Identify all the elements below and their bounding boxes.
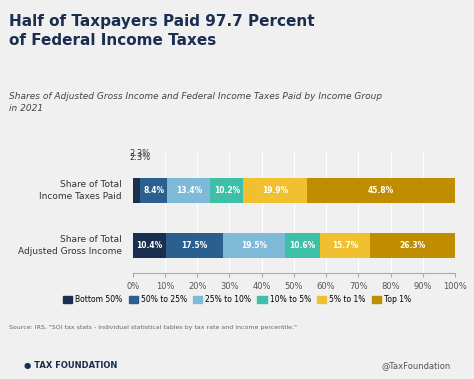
Text: ● TAX FOUNDATION: ● TAX FOUNDATION: [24, 361, 117, 370]
Bar: [133, 233, 166, 258]
Bar: [166, 233, 223, 258]
Text: 45.8%: 45.8%: [368, 186, 394, 195]
Text: 10.2%: 10.2%: [214, 186, 240, 195]
Bar: [167, 178, 210, 203]
Text: 2.3%: 2.3%: [129, 153, 151, 162]
Text: 10.6%: 10.6%: [290, 241, 316, 250]
Text: @TaxFoundation: @TaxFoundation: [381, 361, 450, 370]
Bar: [133, 178, 140, 203]
Text: Share of Total
Adjusted Gross Income: Share of Total Adjusted Gross Income: [18, 235, 121, 256]
Bar: [370, 233, 455, 258]
Bar: [243, 178, 308, 203]
Text: 13.4%: 13.4%: [176, 186, 202, 195]
Bar: [210, 178, 243, 203]
Text: Source: IRS, "SOI tax stats - individual statistical tables by tax rate and inco: Source: IRS, "SOI tax stats - individual…: [9, 325, 298, 330]
Legend: Bottom 50%, 50% to 25%, 25% to 10%, 10% to 5%, 5% to 1%, Top 1%: Bottom 50%, 50% to 25%, 25% to 10%, 10% …: [60, 292, 414, 307]
Bar: [308, 178, 455, 203]
Text: 17.5%: 17.5%: [182, 241, 208, 250]
Bar: [140, 178, 167, 203]
Text: Shares of Adjusted Gross Income and Federal Income Taxes Paid by Income Group
in: Shares of Adjusted Gross Income and Fede…: [9, 92, 383, 113]
Bar: [285, 233, 319, 258]
Bar: [223, 233, 285, 258]
Text: 19.5%: 19.5%: [241, 241, 267, 250]
Text: 19.9%: 19.9%: [262, 186, 289, 195]
Text: 8.4%: 8.4%: [143, 186, 164, 195]
Text: 26.3%: 26.3%: [400, 241, 426, 250]
Text: Half of Taxpayers Paid 97.7 Percent
of Federal Income Taxes: Half of Taxpayers Paid 97.7 Percent of F…: [9, 14, 315, 48]
Bar: [319, 233, 370, 258]
Text: 15.7%: 15.7%: [332, 241, 358, 250]
Text: 2.3%: 2.3%: [129, 149, 151, 158]
Text: Share of Total
Income Taxes Paid: Share of Total Income Taxes Paid: [39, 180, 121, 200]
Text: 10.4%: 10.4%: [137, 241, 163, 250]
